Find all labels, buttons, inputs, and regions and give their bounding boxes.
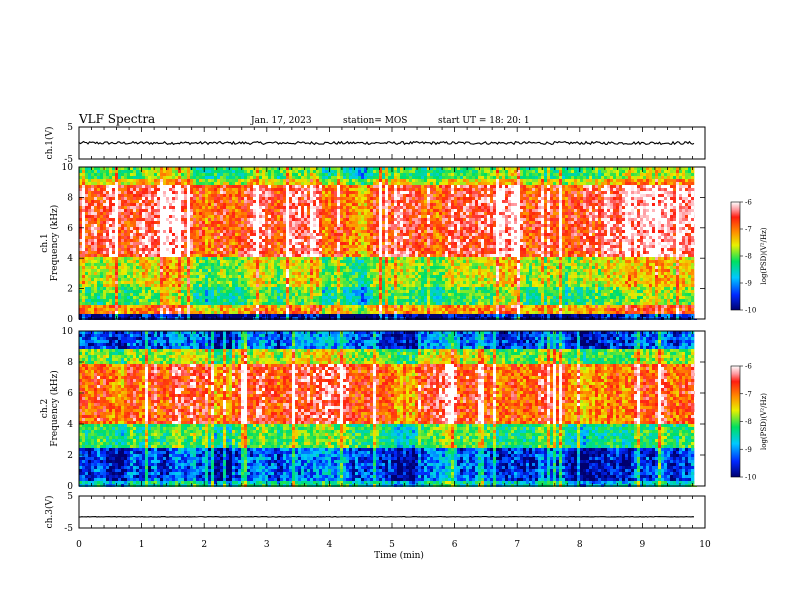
ch3-waveform-panel: 5 -5 ch.3(V) [44, 492, 705, 534]
y-tick-label: 5 [67, 123, 73, 133]
colorbar-tick-label: -7 [745, 390, 752, 398]
colorbar-tick-label: -8 [745, 418, 752, 426]
y-tick-label: 6 [67, 389, 73, 399]
y-axis-label-channel: ch.2 [40, 399, 50, 418]
y-tick-label: 5 [67, 492, 73, 502]
y-tick-label: 10 [62, 163, 74, 173]
colorbar-tick-label: -6 [745, 363, 752, 371]
colorbar-tick-label: -9 [745, 280, 752, 288]
figure-title: VLF Spectra [78, 112, 155, 126]
ch1-spectrogram-panel: 0 2 4 6 8 10 ch.1 Frequency (kHz) [40, 163, 705, 325]
x-tick-label: 4 [327, 540, 333, 550]
colorbars: -6 -7 -8 -9 -10 log(PSD)(V²/Hz) -6 -7 -8 -9 -10 log… [731, 199, 768, 482]
y-tick-label: -5 [64, 524, 73, 534]
y-tick-label: 2 [67, 451, 73, 461]
ch2-spectrogram-cells [79, 331, 697, 487]
colorbar-label: log(PSD)(V²/Hz) [760, 393, 768, 450]
y-tick-label: 0 [67, 482, 73, 492]
colorbar-tick-label: -9 [745, 446, 752, 454]
colorbar-tick-label: -7 [745, 226, 752, 234]
y-tick-label: 8 [67, 358, 73, 368]
x-tick-label: 7 [514, 540, 520, 550]
x-tick-label: 5 [389, 540, 395, 550]
y-tick-label: 8 [67, 193, 73, 203]
ch1-spectrogram-cells [79, 167, 697, 320]
y-tick-label: 10 [62, 327, 74, 337]
colorbar-label: log(PSD)(V²/Hz) [760, 227, 768, 284]
colorbar-tick-label: -6 [745, 199, 752, 207]
ch1-waveform-panel: 5-5ch.1(V) [44, 123, 705, 165]
ch1-spectrogram-colorbar: -6 -7 -8 -9 -10 log(PSD)(V²/Hz) [731, 199, 768, 315]
time-axis: 0 1 2 3 4 5 6 7 8 9 10 [76, 540, 711, 550]
ch2-spectrogram-colorbar: -6 -7 -8 -9 -10 log(PSD)(V²/Hz) [731, 363, 768, 482]
colorbar-tick-label: -10 [745, 307, 756, 315]
x-tick-label: 9 [640, 540, 646, 550]
colorbar-gradient [731, 202, 740, 310]
y-tick-label: 6 [67, 224, 73, 234]
y-tick-label: 4 [67, 420, 73, 430]
colorbar-tick-label: -10 [745, 474, 756, 482]
x-tick-label: 6 [452, 540, 458, 550]
colorbar-gradient [731, 366, 740, 477]
x-tick-label: 10 [699, 540, 711, 550]
station-label: station= MOS [343, 116, 407, 126]
y-tick-label: 0 [67, 315, 73, 325]
y-tick-label: 2 [67, 285, 73, 295]
y-axis-label-channel: ch.1 [40, 233, 50, 252]
vlf-spectra-figure: VLF Spectra Jan. 17, 2023 station= MOS s… [0, 0, 792, 612]
x-tick-label: 2 [201, 540, 207, 550]
y-axis-label: ch.1(V) [44, 127, 55, 160]
y-axis-label-frequency: Frequency (kHz) [49, 205, 60, 282]
colorbar-tick-label: -8 [745, 253, 752, 261]
x-tick-label: 0 [76, 540, 82, 550]
ch2-spectrogram-panel: 0 2 4 6 8 10 ch.2 Frequency (kHz) [40, 327, 705, 492]
start-ut-label: start UT = 18: 20: 1 [438, 116, 530, 126]
y-axis-label-frequency: Frequency (kHz) [49, 370, 60, 447]
y-axis-label: ch.3(V) [44, 496, 55, 529]
date-label: Jan. 17, 2023 [250, 116, 312, 126]
y-tick-label: 4 [67, 254, 73, 264]
ch1-waveform-trace [79, 142, 694, 145]
x-tick-label: 3 [264, 540, 270, 550]
x-tick-label: 8 [577, 540, 583, 550]
x-axis-label: Time (min) [374, 550, 424, 561]
x-tick-label: 1 [139, 540, 145, 550]
